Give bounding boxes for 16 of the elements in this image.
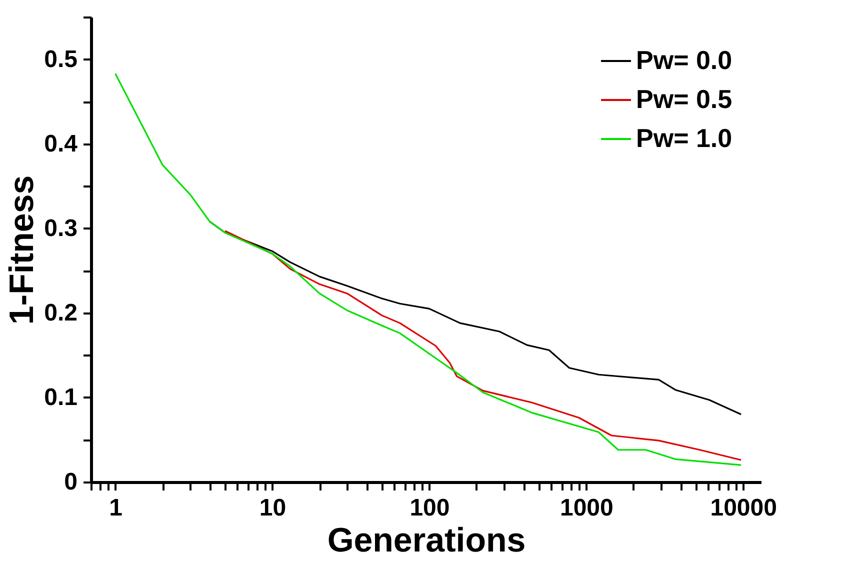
y-tick-label: 0.4 [44,130,78,158]
x-tick-label: 10000 [710,494,777,522]
x-tick-label: 1000 [560,494,614,522]
y-tick-label: 0 [64,468,78,496]
y-tick-label: 0.2 [44,299,78,326]
y-tick-label: 0.5 [44,46,78,73]
legend-label: Pw= 1.0 [636,123,732,153]
legend-label: Pw= 0.0 [636,45,732,75]
y-tick-label: 0.3 [44,214,78,242]
x-tick-label: 1 [109,494,122,522]
y-tick-label: 0.1 [44,384,78,411]
x-axis-title: Generations [327,522,526,560]
y-axis-title: 1-Fitness [3,175,42,325]
x-tick-label: 100 [410,494,450,522]
x-tick-label: 10 [259,494,286,522]
legend-label: Pw= 0.5 [636,84,732,114]
